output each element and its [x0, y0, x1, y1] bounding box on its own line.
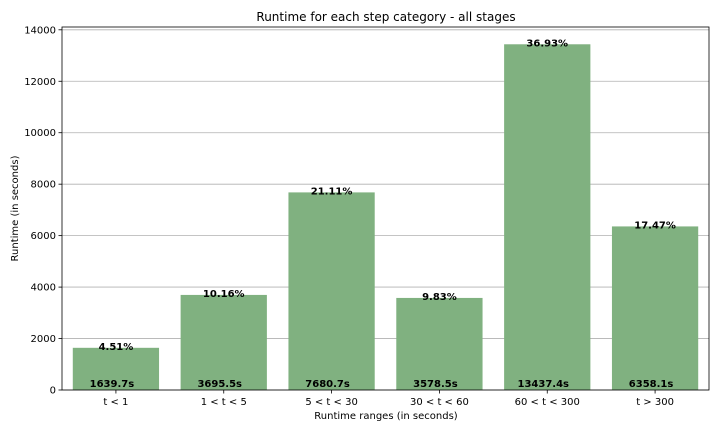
- percent-label: 36.93%: [526, 38, 568, 49]
- y-tick-label: 12000: [24, 77, 56, 88]
- y-axis: 0 2000 4000 6000 8000 10000 12000 14000: [24, 25, 62, 397]
- y-tick-label: 2000: [31, 334, 56, 345]
- bar: [396, 297, 483, 390]
- bar-labels: 4.51% 1639.7s 10.16% 3695.5s 21.11% 7680.7s 9.…: [90, 38, 676, 390]
- bar: [180, 294, 267, 390]
- x-axis-title: Runtime ranges (in seconds): [314, 411, 457, 422]
- value-label: 1639.7s: [90, 379, 135, 390]
- bar: [72, 347, 160, 390]
- x-tick-label: t > 300: [636, 397, 674, 408]
- y-tick-label: 6000: [31, 231, 56, 242]
- value-label: 13437.4s: [518, 379, 570, 390]
- x-tick-label: 30 < t < 60: [410, 397, 469, 408]
- x-axis: t < 1 1 < t < 5 5 < t < 30 30 < t < 60 60 < …: [103, 390, 674, 408]
- y-tick-label: 0: [50, 386, 56, 397]
- y-axis-title: Runtime (in seconds): [10, 155, 21, 261]
- percent-label: 21.11%: [311, 186, 353, 197]
- y-tick-label: 14000: [24, 25, 56, 36]
- value-label: 6358.1s: [629, 379, 674, 390]
- value-label: 3578.5s: [413, 379, 458, 390]
- x-tick-label: 60 < t < 300: [515, 397, 580, 408]
- percent-label: 17.47%: [634, 220, 676, 231]
- percent-label: 9.83%: [422, 292, 457, 303]
- value-label: 3695.5s: [197, 379, 242, 390]
- bar: [504, 44, 591, 390]
- bar: [611, 226, 699, 390]
- y-tick-label: 8000: [31, 180, 56, 191]
- x-tick-label: 1 < t < 5: [201, 397, 247, 408]
- bar: [288, 192, 375, 390]
- chart-title: Runtime for each step category - all sta…: [256, 10, 515, 24]
- y-tick-label: 4000: [31, 283, 56, 294]
- percent-label: 4.51%: [99, 342, 134, 353]
- bars: [72, 44, 699, 390]
- gridlines: [62, 29, 709, 391]
- y-tick-label: 10000: [24, 128, 56, 139]
- x-tick-label: t < 1: [103, 397, 128, 408]
- percent-label: 10.16%: [203, 289, 245, 300]
- plot-frame: [61, 26, 710, 391]
- value-label: 7680.7s: [305, 379, 350, 390]
- x-tick-label: 5 < t < 30: [305, 397, 357, 408]
